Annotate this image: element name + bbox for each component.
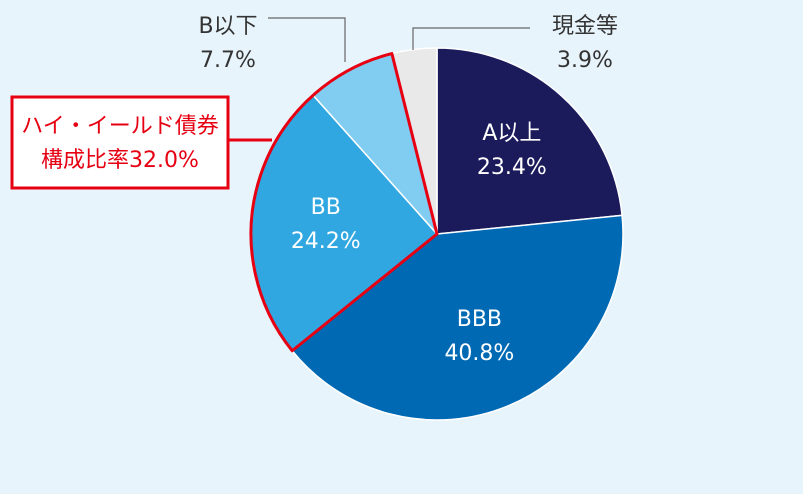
- value-label: 23.4%: [477, 155, 547, 180]
- pie-slice: [291, 214, 624, 421]
- value-label: 24.2%: [291, 229, 361, 254]
- slice-label: A以上: [482, 121, 541, 146]
- pie-slice: [436, 47, 623, 235]
- slice-label: BBB: [457, 307, 502, 332]
- slice-label: B以下: [198, 14, 257, 39]
- slice-label: BB: [311, 195, 341, 220]
- leader-line: [268, 17, 346, 62]
- labels: A以上 23.4% BBB 40.8% BB 24.2% B以下 7.7% 現金等 3.9%: [198, 14, 618, 366]
- leader-line: [412, 27, 530, 50]
- value-label: 7.7%: [200, 48, 256, 73]
- highlight-outline: [249, 52, 439, 353]
- pie: [249, 47, 624, 421]
- value-label: 3.9%: [557, 48, 613, 73]
- annotation-text: 構成比率32.0%: [41, 148, 199, 173]
- slice-label: 現金等: [552, 14, 618, 39]
- value-label: 40.8%: [444, 341, 514, 366]
- annotation-text: ハイ・イールド債券: [21, 114, 219, 139]
- annotation-box: [10, 95, 230, 190]
